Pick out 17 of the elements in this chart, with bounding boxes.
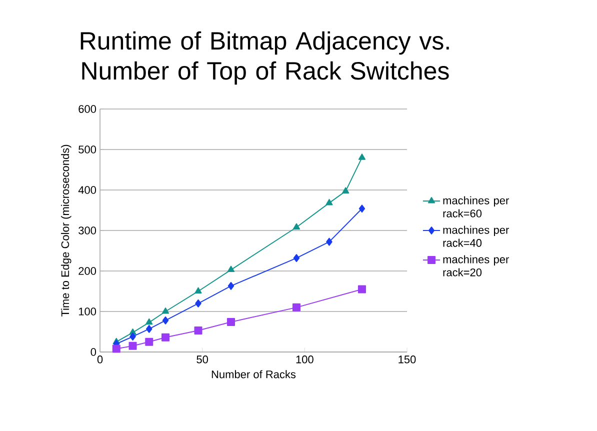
- legend-label: machines per rack=60: [443, 196, 509, 218]
- x-tick-label: 50: [196, 356, 208, 364]
- legend-label: machines per rack=40: [443, 226, 509, 247]
- y-tick-label: 0: [90, 348, 96, 356]
- y-tick-label: 100: [78, 308, 96, 316]
- chart-title: Runtime of Bitmap Adjacency vs. Number of Top of Rack Switches: [80, 31, 449, 85]
- y-tick-label: 300: [78, 226, 96, 234]
- x-tick-label: 0: [97, 356, 103, 364]
- legend-label: machines per rack=20: [443, 255, 509, 276]
- y-tick-label: 600: [78, 105, 96, 113]
- x-axis-title: Number of Racks: [212, 370, 296, 378]
- x-tick-label: 150: [398, 356, 416, 364]
- y-tick-label: 500: [78, 146, 96, 154]
- y-axis-title: Time to Edge Color (microseconds): [61, 144, 72, 317]
- y-tick-label: 400: [78, 186, 96, 194]
- y-tick-label: 200: [78, 267, 96, 275]
- x-tick-label: 100: [296, 356, 314, 364]
